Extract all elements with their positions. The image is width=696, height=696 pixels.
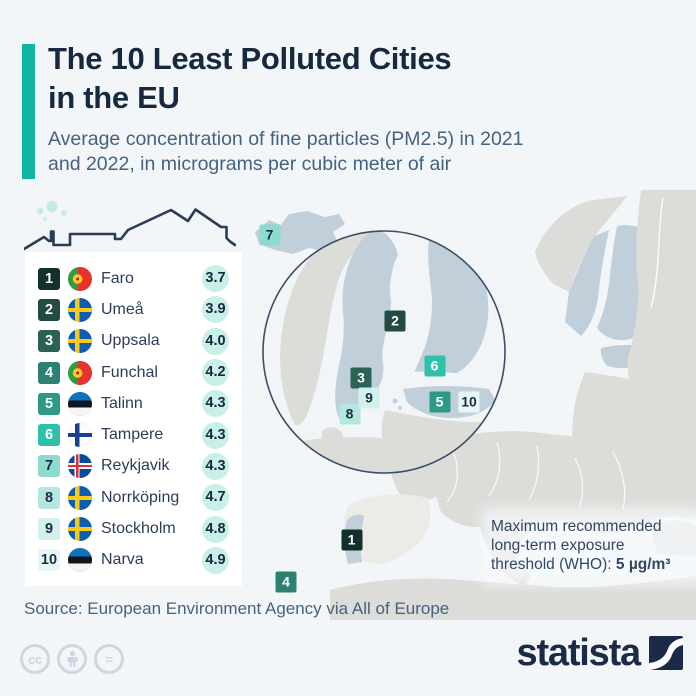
who-note-line3: threshold (WHO): bbox=[491, 555, 616, 573]
rank-badge: 6 bbox=[38, 424, 60, 447]
city-name: Tampere bbox=[101, 426, 164, 444]
list-item: 5 Talinn 4.3 bbox=[25, 388, 242, 419]
list-item: 7 Reykjavik 4.3 bbox=[25, 451, 242, 482]
value-badge: 4.3 bbox=[202, 421, 229, 449]
map-marker-1: 1 bbox=[341, 529, 362, 551]
value-badge: 4.7 bbox=[202, 484, 229, 512]
who-threshold-note: Maximum recommended long-term exposure t… bbox=[491, 518, 696, 575]
title-line-1: The 10 Least Polluted Cities bbox=[48, 41, 452, 76]
cc-icon: cc bbox=[20, 644, 50, 674]
page-title: The 10 Least Polluted Cities in the EU bbox=[48, 40, 452, 118]
europe-map: 1 2 3 4 5 6 7 8 9 10 Maximum recommended long-ter… bbox=[235, 190, 696, 620]
city-name: Faro bbox=[101, 269, 134, 287]
map-marker-8: 8 bbox=[339, 403, 360, 424]
value-badge: 3.9 bbox=[202, 296, 229, 324]
subtitle-line-1: Average concentration of fine particles … bbox=[48, 128, 524, 150]
map-marker-6: 6 bbox=[424, 355, 445, 376]
city-name: Uppsala bbox=[101, 332, 160, 350]
rank-badge: 3 bbox=[38, 330, 60, 353]
rank-badge: 5 bbox=[38, 392, 60, 415]
source-line: Source: European Environment Agency via … bbox=[24, 599, 450, 618]
rank-badge: 2 bbox=[38, 298, 60, 321]
list-item: 4 Funchal 4.2 bbox=[25, 357, 242, 388]
page-subtitle: Average concentration of fine particles … bbox=[48, 127, 524, 177]
list-item: 9 Stockholm 4.8 bbox=[25, 513, 242, 544]
list-item: 10 Narva 4.9 bbox=[25, 545, 242, 576]
value-badge: 3.7 bbox=[202, 265, 229, 293]
list-item: 8 Norrköping 4.7 bbox=[25, 482, 242, 513]
city-name: Reykjavik bbox=[101, 457, 170, 475]
city-name: Norrköping bbox=[101, 488, 180, 506]
title-line-2: in the EU bbox=[48, 79, 180, 115]
flag-se-icon bbox=[68, 297, 92, 322]
rank-badge: 9 bbox=[38, 518, 60, 541]
city-name: Talinn bbox=[101, 394, 143, 412]
statista-logo-icon bbox=[649, 636, 683, 670]
value-badge: 4.8 bbox=[202, 515, 229, 543]
flag-se-icon bbox=[68, 329, 92, 354]
value-badge: 4.9 bbox=[202, 546, 229, 574]
rank-badge: 1 bbox=[38, 267, 60, 290]
rank-badge: 10 bbox=[38, 549, 60, 572]
list-item: 3 Uppsala 4.0 bbox=[25, 326, 242, 357]
magnifier-interior bbox=[263, 231, 505, 473]
city-name: Stockholm bbox=[101, 520, 176, 538]
magnifier-ring bbox=[262, 230, 506, 474]
flag-is-icon bbox=[68, 454, 92, 479]
cc-nd-icon: = bbox=[94, 644, 124, 674]
rank-badge: 4 bbox=[38, 361, 60, 384]
list-item: 6 Tampere 4.3 bbox=[25, 419, 242, 450]
city-name: Funchal bbox=[101, 363, 158, 381]
map-marker-9: 9 bbox=[358, 387, 380, 408]
list-item: 1 Faro 3.7 bbox=[25, 263, 242, 294]
value-badge: 4.3 bbox=[202, 390, 229, 418]
value-badge: 4.2 bbox=[202, 359, 229, 387]
flag-ee-icon bbox=[68, 548, 92, 573]
flag-fi-icon bbox=[68, 423, 92, 448]
ranking-card: 1 Faro 3.7 2 Umeå 3.9 3 Uppsala 4.0 4 Funchal 4.2 5 T… bbox=[25, 252, 242, 586]
map-marker-10: 10 bbox=[458, 391, 480, 413]
flag-pt-icon bbox=[68, 360, 92, 385]
flag-pt-icon bbox=[68, 266, 92, 291]
map-marker-5: 5 bbox=[429, 391, 450, 413]
list-item: 2 Umeå 3.9 bbox=[25, 294, 242, 325]
who-threshold-value: 5 µg/m³ bbox=[615, 555, 671, 573]
city-name: Narva bbox=[101, 551, 144, 569]
map-marker-2: 2 bbox=[384, 310, 406, 332]
subtitle-line-2: and 2022, in micrograms per cubic meter … bbox=[48, 152, 452, 175]
cc-by-icon bbox=[57, 644, 87, 674]
rank-badge: 8 bbox=[38, 486, 60, 509]
flag-se-icon bbox=[68, 485, 92, 510]
flag-se-icon bbox=[68, 517, 92, 542]
value-badge: 4.0 bbox=[202, 327, 229, 355]
accent-bar bbox=[22, 44, 35, 179]
flag-ee-icon bbox=[68, 391, 92, 416]
ranking-list: 1 Faro 3.7 2 Umeå 3.9 3 Uppsala 4.0 4 Funchal 4.2 5 T… bbox=[25, 263, 242, 576]
statista-logo: statista bbox=[516, 632, 683, 674]
who-note-line2: long-term exposure bbox=[491, 536, 625, 554]
city-name: Umeå bbox=[101, 300, 144, 318]
skyline-icon bbox=[24, 200, 236, 251]
license-icons: cc = bbox=[20, 644, 124, 674]
rank-badge: 7 bbox=[38, 455, 60, 478]
map-marker-7: 7 bbox=[259, 224, 280, 245]
value-badge: 4.3 bbox=[202, 452, 229, 480]
who-note-line1: Maximum recommended bbox=[491, 518, 662, 535]
map-marker-3: 3 bbox=[350, 367, 372, 389]
map-marker-4: 4 bbox=[275, 571, 297, 593]
statista-wordmark: statista bbox=[516, 632, 642, 674]
